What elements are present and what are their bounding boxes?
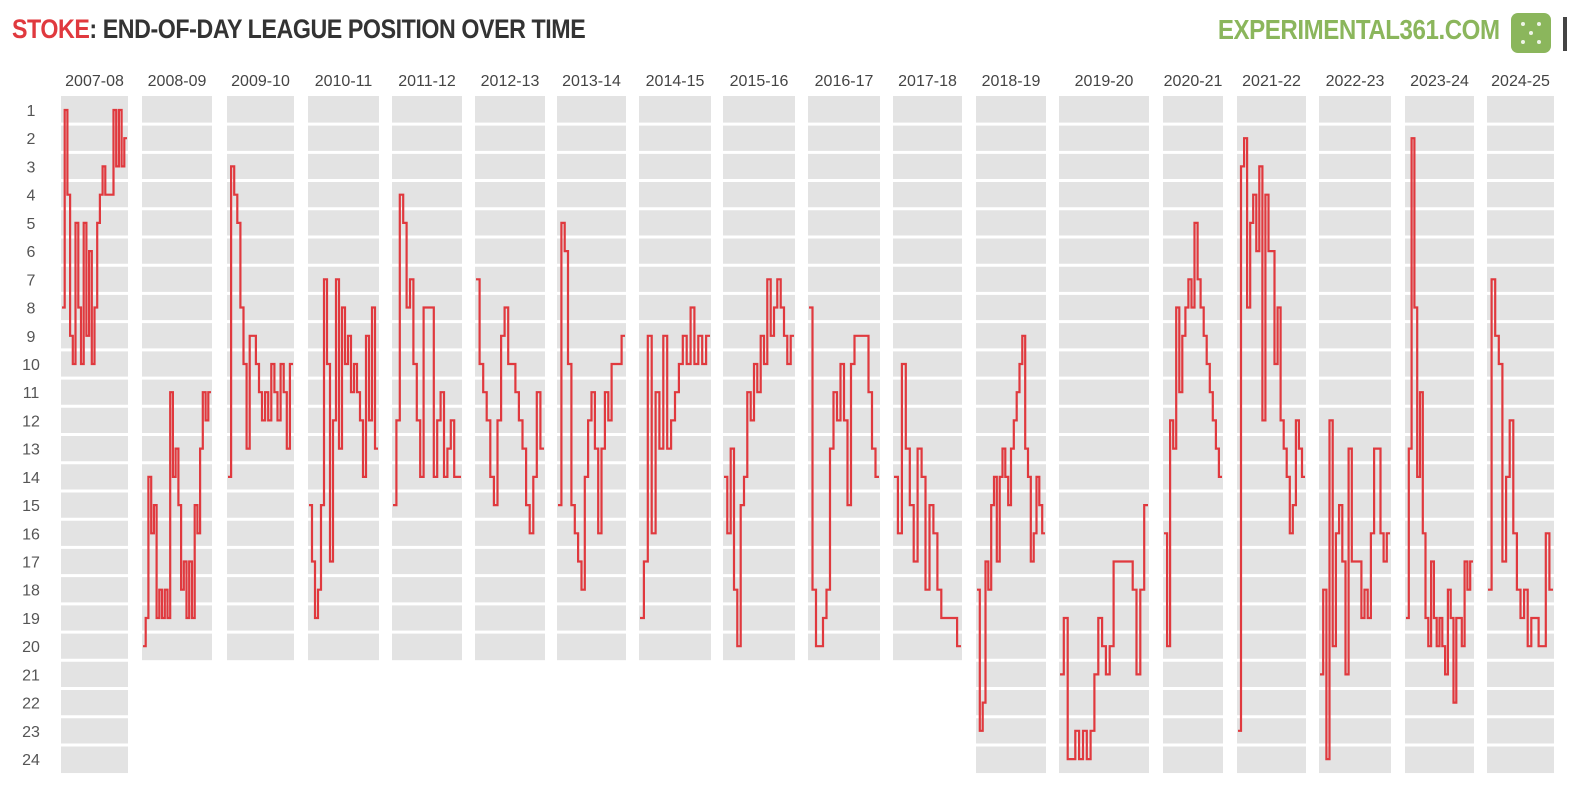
season-position-line [393, 193, 461, 507]
season-label: 2013-14 [562, 73, 621, 90]
season-position-line [1238, 137, 1305, 732]
season-position-line [228, 165, 293, 478]
y-tick-label: 14 [22, 470, 40, 487]
team-name: STOKE [12, 14, 90, 44]
y-tick-label: 20 [22, 639, 40, 656]
title-text: : END-OF-DAY LEAGUE POSITION OVER TIME [89, 14, 586, 44]
y-tick-label: 5 [27, 216, 36, 233]
season-bands [61, 96, 1554, 774]
season-label: 2017-18 [898, 73, 957, 90]
pitch-icon [1511, 13, 1551, 53]
y-tick-label: 11 [23, 385, 40, 402]
season-position-line [1406, 137, 1473, 704]
chart-title: STOKE: END-OF-DAY LEAGUE POSITION OVER T… [12, 14, 586, 45]
season-position-line [809, 306, 879, 648]
season-label: 2007-08 [65, 73, 124, 90]
season-position-line [1320, 419, 1390, 761]
y-tick-label: 4 [27, 188, 36, 205]
y-tick-label: 13 [22, 442, 40, 459]
season-position-line [62, 108, 127, 366]
season-label: 2023-24 [1410, 73, 1469, 90]
chart-header: STOKE: END-OF-DAY LEAGUE POSITION OVER T… [0, 0, 1586, 64]
y-tick-label: 1 [27, 103, 36, 120]
y-tick-label: 22 [22, 696, 40, 713]
edge-mark [1563, 17, 1567, 51]
y-tick-label: 12 [22, 413, 40, 430]
season-position-line [1488, 278, 1553, 648]
season-position-line [476, 278, 544, 535]
y-tick-label: 18 [22, 583, 40, 600]
season-label: 2016-17 [815, 73, 874, 90]
season-label: 2019-20 [1075, 73, 1134, 90]
season-label: 2015-16 [730, 73, 789, 90]
season-label: 2024-25 [1491, 73, 1550, 90]
season-label: 2012-13 [481, 73, 540, 90]
season-label: 2018-19 [982, 73, 1041, 90]
y-tick-label: 7 [27, 272, 36, 289]
season-position-line [1164, 221, 1222, 648]
season-position-line [894, 362, 961, 648]
season-position-line [558, 221, 625, 591]
season-label: 2009-10 [231, 73, 290, 90]
season-label: 2022-23 [1326, 73, 1385, 90]
y-tick-label: 24 [22, 752, 40, 769]
season-position-line [309, 278, 378, 620]
y-tick-label: 15 [22, 498, 40, 515]
season-position-line [143, 391, 211, 648]
season-position-line [724, 278, 794, 648]
y-tick-label: 19 [22, 611, 40, 628]
season-label: 2011-12 [398, 73, 456, 90]
y-tick-label: 16 [22, 526, 40, 543]
brand-wordmark[interactable]: EXPERIMENTAL361.COM [1218, 14, 1500, 45]
y-tick-label: 8 [27, 301, 36, 318]
y-tick-label: 21 [22, 667, 40, 684]
season-position-line [977, 334, 1045, 732]
season-position-line [640, 306, 710, 620]
y-tick-label: 17 [22, 555, 40, 572]
y-tick-label: 3 [27, 159, 36, 176]
position-lines [62, 108, 1553, 761]
y-tick-label: 6 [27, 244, 36, 261]
y-tick-label: 23 [22, 724, 40, 741]
season-label: 2020-21 [1164, 73, 1223, 90]
season-label: 2010-11 [315, 73, 373, 90]
season-labels: 2007-08 2008-09 2009-10 2010-11 2011-12 2012-… [65, 73, 1550, 90]
y-tick-label: 2 [27, 131, 36, 148]
season-label: 2021-22 [1242, 73, 1301, 90]
y-tick-label: 10 [22, 357, 40, 374]
y-tick-label: 9 [27, 329, 36, 346]
season-position-line [1060, 504, 1148, 761]
season-label: 2008-09 [148, 73, 207, 90]
season-label: 2014-15 [646, 73, 705, 90]
